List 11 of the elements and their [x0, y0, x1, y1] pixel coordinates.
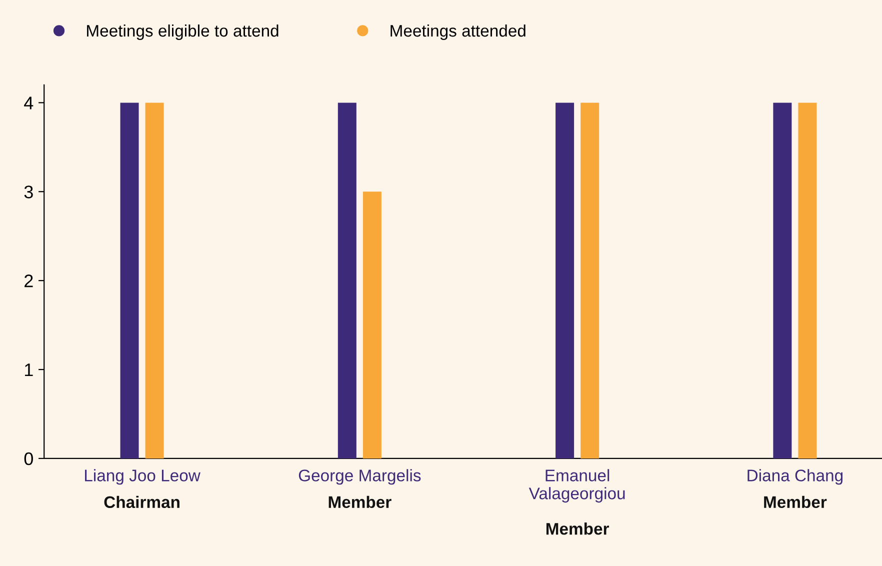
y-tick-label: 2: [24, 274, 33, 288]
x-tick-label: George Margelis Member: [298, 469, 421, 508]
y-tick-label: 4: [24, 96, 34, 110]
x-tick-label: Diana Chang Member: [748, 469, 843, 508]
y-tick-label: 1: [25, 364, 33, 376]
y-tick-label: 0: [24, 452, 33, 466]
x-tick-label: Emanuel Valageorgiou Member: [528, 469, 625, 535]
legend-label: Meetings attended: [390, 24, 526, 40]
legend-label: Meetings eligible to attend: [87, 24, 278, 40]
x-tick-label: Liang Joo Leow Chairman: [85, 469, 200, 508]
y-tick-label: 3: [24, 186, 33, 198]
